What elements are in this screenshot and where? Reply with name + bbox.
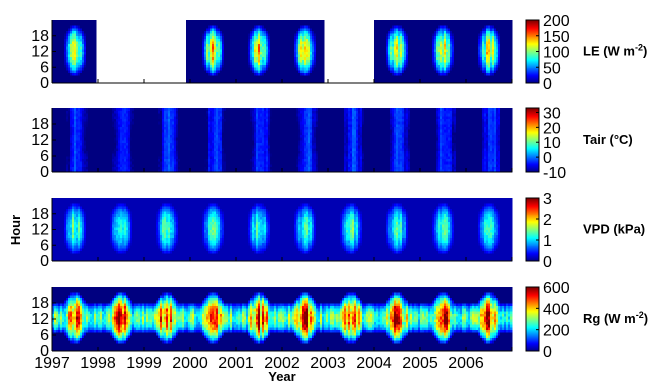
heat-cell — [510, 33, 512, 36]
heat-cell — [322, 67, 324, 70]
heat-cell — [94, 41, 96, 44]
heat-cell — [94, 38, 96, 41]
heat-cell — [510, 20, 512, 23]
heat-cell — [94, 65, 96, 68]
heat-cell — [94, 25, 96, 28]
heat-cell — [322, 52, 324, 55]
heat-cell — [510, 65, 512, 68]
heat-cell — [94, 75, 96, 78]
heat-cell — [510, 28, 512, 31]
heat-cell — [322, 57, 324, 60]
heat-cell — [94, 62, 96, 65]
colorbar-le: 050100150200 — [526, 13, 570, 93]
heat-cell — [94, 73, 96, 76]
heat-cell — [322, 46, 324, 49]
heat-cell — [94, 46, 96, 49]
heat-cell — [94, 78, 96, 81]
heat-cell — [510, 67, 512, 70]
heat-cell — [322, 25, 324, 28]
colorbar-tick-label: 100 — [543, 45, 570, 62]
heat-cell — [510, 31, 512, 34]
heat-cell — [510, 36, 512, 39]
heat-cell — [510, 38, 512, 41]
heat-cell — [94, 67, 96, 70]
heat-cell — [94, 23, 96, 26]
heat-cell — [322, 31, 324, 34]
heat-cell — [510, 59, 512, 62]
y-tick-label: 12 — [31, 44, 49, 61]
heat-cell — [94, 54, 96, 57]
heat-cell — [510, 52, 512, 55]
heat-cell — [510, 46, 512, 49]
heatmap-le — [52, 20, 512, 83]
heat-cell — [510, 75, 512, 78]
heat-cell — [322, 62, 324, 65]
heat-cell — [322, 41, 324, 44]
heat-cell — [322, 49, 324, 52]
colorbar-tick-label: 150 — [543, 29, 570, 46]
heat-cell — [322, 70, 324, 73]
heat-cell — [510, 62, 512, 65]
heat-cell — [94, 36, 96, 39]
heat-cell — [510, 44, 512, 47]
heat-cell — [322, 78, 324, 81]
y-tick-label: 0 — [40, 75, 49, 92]
heat-cell — [322, 33, 324, 36]
heat-cell — [94, 44, 96, 47]
heatmap-tair — [52, 108, 512, 172]
heat-cell — [510, 70, 512, 73]
heat-cell — [94, 33, 96, 36]
heat-cell — [322, 36, 324, 39]
heat-cell — [510, 41, 512, 44]
colorbar-tick-label: 0 — [543, 76, 552, 93]
heat-cell — [322, 23, 324, 26]
heat-cell — [322, 59, 324, 62]
colorbar-tick-label: 50 — [543, 60, 561, 77]
heat-cell — [510, 25, 512, 28]
heat-cell — [322, 75, 324, 78]
heat-cell — [510, 57, 512, 60]
heat-cell — [94, 70, 96, 73]
heat-cell — [322, 28, 324, 31]
y-tick-label: 6 — [40, 59, 49, 76]
heat-cell — [94, 20, 96, 23]
heat-cell — [94, 28, 96, 31]
heat-cell — [510, 49, 512, 52]
heat-cell — [94, 52, 96, 55]
heat-cell — [322, 38, 324, 41]
heat-cell — [510, 73, 512, 76]
heat-cell — [322, 20, 324, 23]
heat-cell — [510, 54, 512, 57]
heat-cell — [322, 73, 324, 76]
heat-cell — [322, 44, 324, 47]
heat-cell — [94, 59, 96, 62]
heat-cell — [94, 57, 96, 60]
heat-cell — [94, 31, 96, 34]
panel-label-le: LE (W m-2) — [583, 43, 647, 59]
colorbar-tick-label: 200 — [543, 13, 570, 30]
heat-cell — [322, 54, 324, 57]
panel-tair: 061218-100102030Tair (°C) — [31, 105, 633, 182]
y-tick-label: 18 — [31, 28, 49, 45]
heat-cell — [322, 65, 324, 68]
heat-cell — [94, 49, 96, 52]
heat-cell — [510, 23, 512, 26]
